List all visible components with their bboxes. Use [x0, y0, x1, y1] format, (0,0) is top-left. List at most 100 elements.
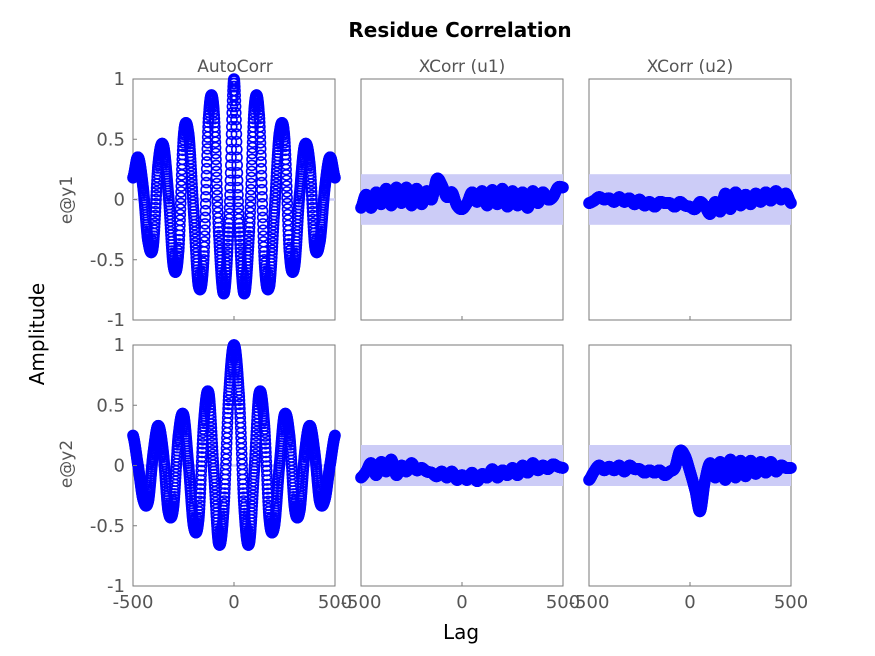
data-marker	[242, 237, 255, 249]
x-tick-label: 0	[228, 592, 239, 613]
data-marker	[267, 229, 279, 242]
data-marker	[150, 193, 162, 206]
data-marker	[193, 499, 206, 512]
data-marker	[211, 195, 224, 208]
data-marker	[225, 159, 237, 171]
data-marker	[224, 189, 236, 201]
data-marker	[174, 203, 187, 215]
figure-title: Residue Correlation	[348, 18, 571, 42]
data-marker	[232, 202, 245, 214]
data-marker	[223, 202, 236, 214]
data-marker	[194, 487, 207, 500]
data-marker	[218, 498, 230, 511]
column-title-xcorr-u1: XCorr (u1)	[419, 57, 506, 77]
data-marker	[255, 176, 268, 189]
data-marker	[244, 195, 257, 208]
data-marker	[149, 205, 162, 218]
data-marker	[281, 203, 294, 215]
data-marker	[304, 171, 317, 183]
data-marker	[222, 407, 234, 419]
data-marker	[253, 109, 266, 121]
data-marker	[557, 181, 569, 194]
data-marker	[281, 186, 293, 198]
data-marker	[226, 100, 239, 113]
data-marker	[255, 162, 268, 175]
data-marker	[211, 177, 223, 190]
row-label-e-y1: e@y1	[57, 176, 77, 224]
data-marker	[194, 483, 207, 495]
y-axis-label: Amplitude	[25, 283, 49, 386]
data-marker	[222, 398, 235, 411]
data-marker	[150, 182, 163, 194]
data-marker	[266, 244, 279, 256]
data-marker	[280, 169, 293, 181]
y-tick-label: -1	[107, 310, 125, 331]
data-marker	[197, 253, 210, 266]
data-marker	[245, 189, 257, 202]
data-marker	[281, 197, 294, 210]
data-marker	[198, 241, 211, 253]
data-marker	[230, 107, 242, 119]
data-marker	[243, 229, 255, 242]
data-marker	[232, 189, 244, 201]
data-marker	[149, 209, 161, 222]
data-marker	[229, 80, 241, 93]
data-marker	[149, 213, 161, 226]
data-marker	[224, 167, 237, 179]
data-marker	[210, 171, 223, 184]
data-marker	[280, 163, 292, 176]
y-tick-label: -0.5	[90, 250, 125, 271]
data-marker	[206, 433, 218, 446]
data-marker	[283, 241, 295, 254]
data-marker	[221, 242, 234, 255]
data-marker	[186, 178, 198, 190]
data-marker	[218, 491, 231, 504]
data-marker	[256, 204, 269, 217]
data-marker	[234, 242, 247, 255]
data-marker	[209, 131, 221, 143]
data-marker	[280, 174, 293, 187]
data-marker	[200, 191, 212, 203]
data-marker	[279, 136, 291, 149]
data-marker	[243, 233, 255, 246]
subplot-r1-xcorr-u1	[355, 78, 569, 321]
data-marker	[148, 221, 161, 233]
data-marker	[221, 253, 233, 266]
data-marker	[173, 238, 185, 250]
data-marker	[231, 167, 244, 179]
data-marker	[150, 197, 162, 210]
subplot-r1-autocorr: -1-0.500.51	[90, 69, 341, 331]
data-marker	[254, 131, 267, 143]
data-marker	[221, 246, 234, 258]
data-marker	[224, 181, 236, 194]
data-marker	[233, 390, 246, 403]
data-marker	[218, 487, 231, 499]
y-tick-label: 1	[114, 335, 125, 356]
data-marker	[231, 143, 243, 156]
data-marker	[205, 425, 218, 438]
data-marker	[249, 452, 261, 465]
marker-series	[583, 185, 797, 220]
data-marker	[266, 237, 279, 249]
data-marker	[211, 189, 223, 202]
data-marker	[269, 181, 282, 194]
data-marker	[259, 433, 272, 446]
data-marker	[243, 226, 256, 238]
data-marker	[254, 143, 267, 155]
data-marker	[206, 441, 219, 453]
data-marker	[305, 185, 318, 198]
data-marker	[280, 180, 293, 192]
data-marker	[186, 174, 198, 186]
data-marker	[259, 437, 272, 450]
data-marker	[305, 182, 318, 194]
data-marker	[149, 201, 162, 214]
data-marker	[222, 230, 235, 243]
data-marker	[256, 211, 269, 224]
data-marker	[229, 100, 242, 113]
data-marker	[259, 442, 272, 454]
data-marker	[232, 181, 244, 194]
data-marker	[211, 183, 223, 196]
y-tick-label: 0	[114, 456, 125, 477]
data-marker	[205, 414, 217, 427]
data-marker	[305, 189, 318, 202]
